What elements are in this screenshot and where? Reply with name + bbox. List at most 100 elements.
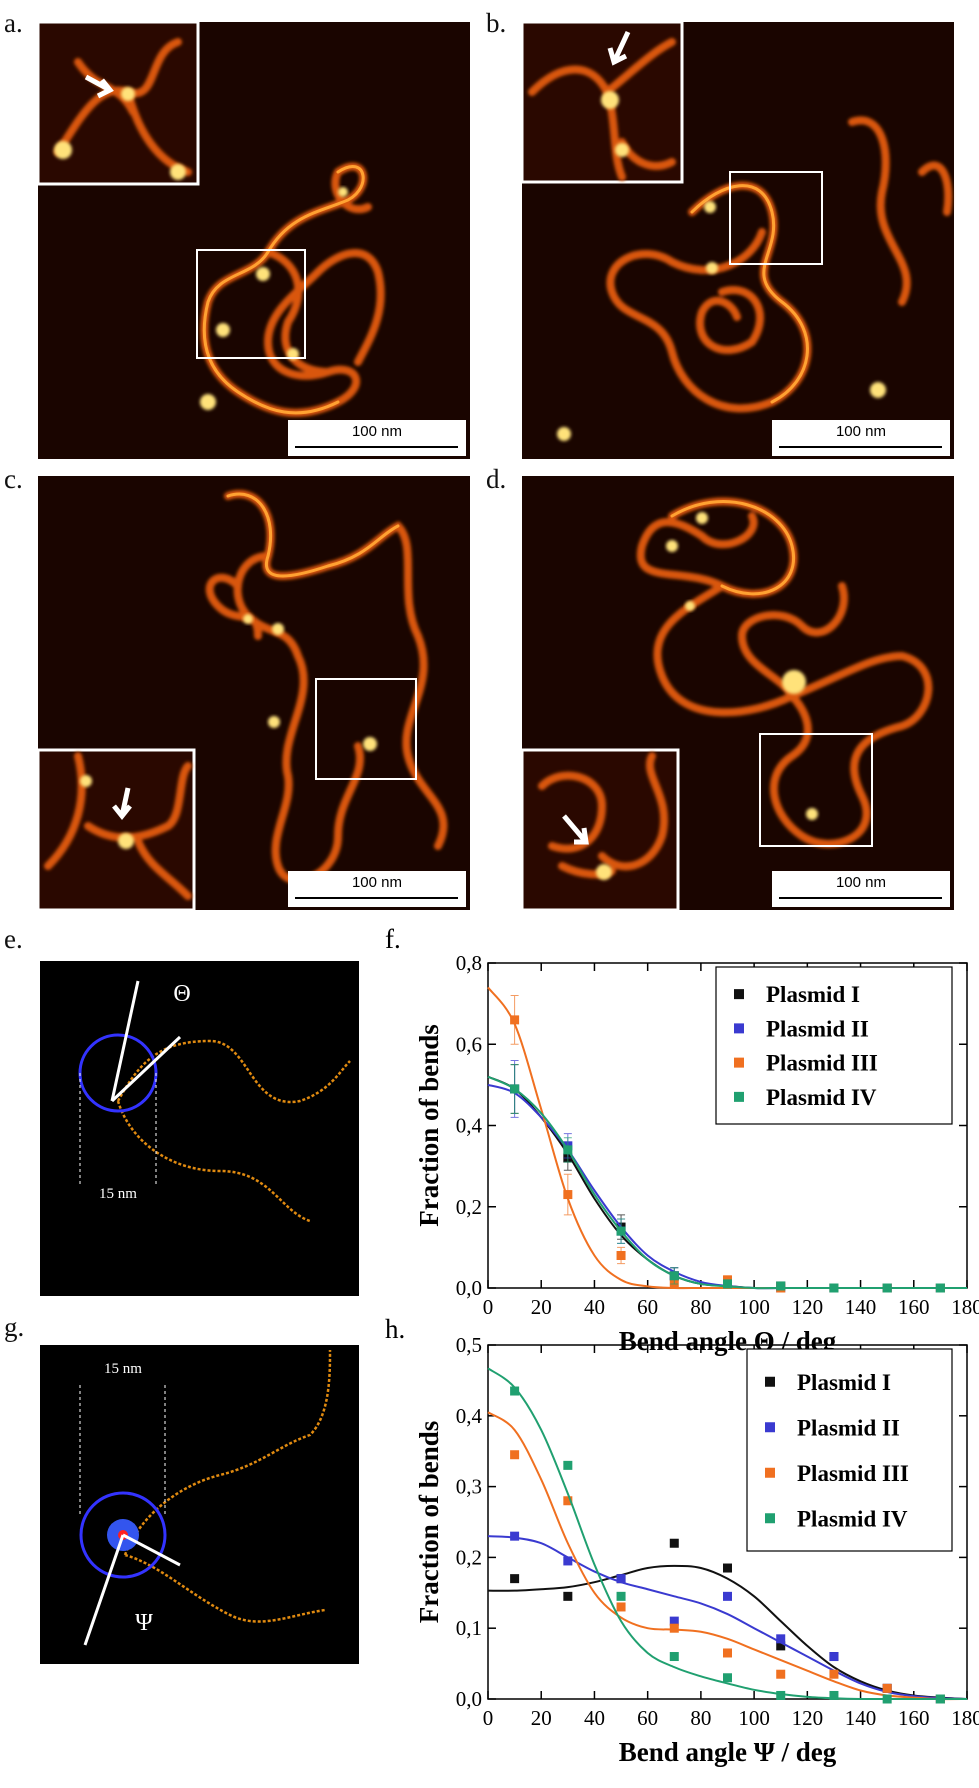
y-tick-label: 0,4 — [456, 1404, 483, 1428]
panel-label: f. — [385, 924, 401, 954]
legend-marker — [734, 1023, 744, 1034]
data-point — [669, 1652, 679, 1662]
data-point — [723, 1563, 732, 1573]
data-point — [616, 1251, 626, 1260]
legend-marker — [765, 1467, 775, 1478]
data-point — [510, 1531, 520, 1541]
y-tick-label: 0,5 — [456, 1333, 482, 1357]
panel-label: c. — [4, 464, 23, 494]
plot-frame — [487, 1344, 968, 1700]
data-point — [563, 1496, 573, 1506]
panel-label: b. — [486, 8, 506, 38]
x-tick-label: 40 — [584, 1706, 605, 1730]
afm-image: 100 nm — [520, 20, 954, 459]
angle-symbol: Ψ — [135, 1610, 153, 1636]
data-point — [723, 1673, 732, 1683]
x-tick-label: 180 — [951, 1295, 979, 1319]
data-point — [510, 1084, 520, 1094]
data-point — [563, 1460, 573, 1470]
length-label: 15 nm — [104, 1361, 142, 1377]
legend — [746, 1348, 953, 1552]
scale-bar-label: 100 nm — [836, 874, 886, 891]
data-point — [829, 1690, 839, 1700]
scale-bar-label: 100 nm — [352, 423, 402, 440]
data-point — [882, 1283, 892, 1293]
data-point — [776, 1669, 786, 1679]
data-point — [829, 1669, 839, 1679]
panel-label: d. — [486, 464, 506, 494]
x-tick-label: 100 — [738, 1295, 770, 1319]
data-point — [510, 1386, 520, 1396]
x-axis-label: Bend angle Ψ / deg — [619, 1737, 837, 1767]
legend-marker — [765, 1513, 775, 1524]
x-tick-label: 20 — [531, 1295, 552, 1319]
data-point — [563, 1556, 573, 1566]
afm-image: 100 nm — [36, 476, 470, 912]
x-tick-label: 0 — [483, 1295, 494, 1319]
y-axis-label: Fraction of bends — [414, 1024, 444, 1227]
data-point — [510, 1450, 520, 1460]
y-tick-label: 0,0 — [456, 1276, 482, 1300]
y-tick-label: 0,3 — [456, 1475, 482, 1499]
legend-label: Plasmid I — [797, 1370, 891, 1395]
legend-label: Plasmid III — [797, 1461, 909, 1486]
x-tick-label: 40 — [584, 1295, 605, 1319]
legend — [715, 966, 953, 1125]
legend-label: Plasmid III — [766, 1051, 878, 1076]
legend-label: Plasmid II — [766, 1016, 869, 1041]
x-tick-label: 180 — [951, 1706, 979, 1730]
x-tick-label: 0 — [483, 1706, 494, 1730]
data-point — [669, 1616, 679, 1626]
data-point — [510, 1015, 520, 1025]
panel-label: a. — [4, 8, 23, 38]
y-tick-label: 0,0 — [456, 1687, 482, 1711]
x-tick-label: 140 — [845, 1706, 877, 1730]
data-point — [669, 1623, 679, 1633]
data-point — [563, 1591, 573, 1601]
panel-label: h. — [385, 1314, 405, 1344]
angle-symbol: Θ — [173, 981, 190, 1007]
y-tick-label: 0,4 — [456, 1114, 483, 1138]
scale-bar-label: 100 nm — [352, 874, 402, 891]
data-point — [723, 1648, 732, 1658]
data-point — [776, 1281, 786, 1291]
data-point — [669, 1271, 679, 1281]
data-point — [776, 1634, 786, 1644]
data-point — [510, 1574, 520, 1584]
data-point — [882, 1683, 892, 1693]
x-tick-label: 80 — [690, 1295, 711, 1319]
data-point — [882, 1694, 892, 1704]
data-point — [616, 1574, 626, 1584]
x-tick-label: 100 — [738, 1706, 770, 1730]
schematic: 15 nm Ψ — [40, 1345, 359, 1664]
afm-image: 100 nm — [520, 476, 954, 912]
data-point — [935, 1283, 945, 1293]
panel-label: g. — [4, 1312, 24, 1342]
y-axis-label: Fraction of bends — [414, 1421, 444, 1624]
data-point — [935, 1694, 945, 1704]
x-tick-label: 60 — [637, 1295, 658, 1319]
x-tick-label: 120 — [792, 1295, 824, 1319]
data-point — [776, 1690, 786, 1700]
scale-bar-label: 100 nm — [836, 423, 886, 440]
data-point — [563, 1190, 573, 1200]
y-tick-label: 0,8 — [456, 951, 482, 975]
x-tick-label: 120 — [792, 1706, 824, 1730]
schematic: 15 nm Θ — [40, 961, 359, 1296]
data-point — [563, 1145, 573, 1155]
legend-marker — [734, 1091, 744, 1102]
x-tick-label: 80 — [690, 1706, 711, 1730]
length-label: 15 nm — [99, 1186, 137, 1202]
data-point — [829, 1283, 839, 1293]
legend-label: Plasmid I — [766, 982, 860, 1007]
legend-label: Plasmid IV — [766, 1085, 877, 1110]
y-tick-label: 0,6 — [456, 1032, 482, 1056]
data-point — [616, 1591, 626, 1601]
data-point — [829, 1652, 839, 1662]
y-tick-label: 0,2 — [456, 1545, 482, 1569]
legend-marker — [734, 1057, 744, 1068]
legend-marker — [765, 1376, 775, 1387]
legend-marker — [765, 1422, 775, 1433]
data-point — [669, 1538, 679, 1548]
x-tick-label: 160 — [898, 1706, 930, 1730]
